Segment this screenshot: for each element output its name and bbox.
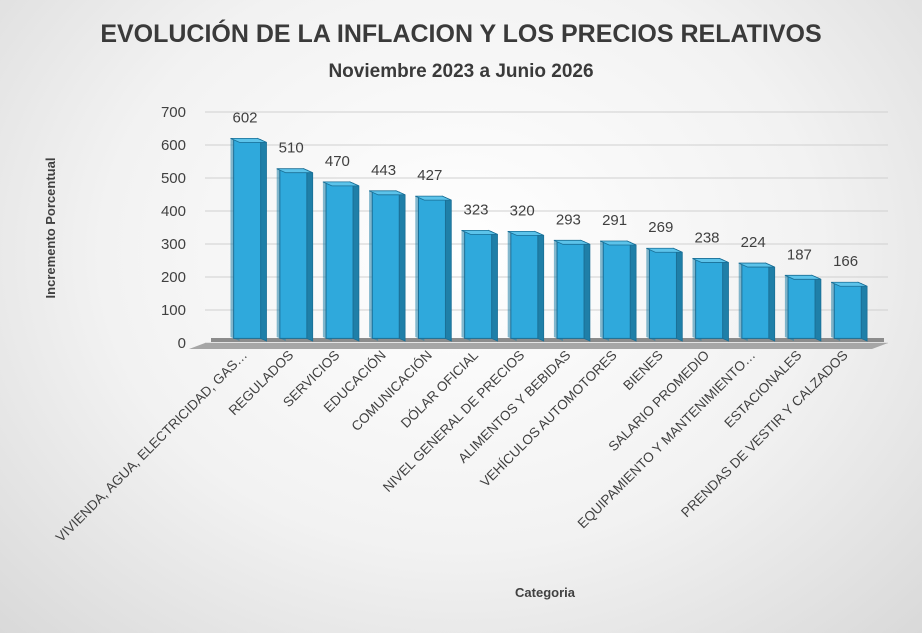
category-label: BIENES [620,348,666,394]
bar-front [417,196,446,339]
bar-front [510,232,539,339]
bar-top [507,230,544,236]
gridlines [205,111,888,344]
bar-front [556,241,585,339]
y-tick-label: 200 [161,269,186,286]
bar-top [830,281,868,287]
y-tick-label: 700 [161,104,186,121]
bar-top [599,240,637,246]
bar-front [741,263,770,339]
data-labels: 602 510 470 443 427 323 320 293 291 269 238 224 187 1… [232,109,858,270]
chart-floor [189,338,888,349]
data-label: 269 [648,219,673,236]
bar-top [368,190,406,196]
category-label: DÓLAR OFICIAL [398,347,482,431]
bar-9 [599,240,637,342]
bar-top [415,195,452,201]
bar-front [233,139,262,339]
y-tick-label: 300 [161,236,186,253]
bar-front [787,276,816,339]
category-labels: VIVIENDA, AGUA, ELECTRICIDAD, GAS…REGULA… [53,347,851,545]
y-axis-ticks: 0 100 200 300 400 500 600 700 [161,104,186,352]
bar-front [325,182,354,339]
bar-8 [553,239,591,342]
bar-front [695,259,724,339]
bar-front [833,283,862,339]
y-tick-label: 400 [161,203,186,220]
data-label: 293 [556,211,581,228]
floor-edge [211,338,884,342]
bar-top [276,168,313,174]
bar-4 [368,190,406,342]
chart-subtitle: Noviembre 2023 a Junio 2026 [328,61,593,82]
bar-2 [276,168,314,342]
bar-11 [692,257,729,342]
category-label: COMUNICACIÓN [348,348,434,434]
y-tick-label: 100 [161,302,186,319]
data-label: 187 [787,246,812,263]
bar-14 [830,281,868,342]
data-label: 166 [833,253,858,270]
data-label: 224 [741,234,766,251]
bar-front [279,169,308,339]
y-tick-label: 0 [178,335,186,352]
bar-front [371,191,400,339]
bar-top [646,247,683,253]
bar-front [464,231,493,339]
bar-10 [646,247,683,342]
category-label: PRENDAS DE VESTIR Y CALZADOS [678,348,851,521]
data-label: 427 [417,167,442,184]
bar-13 [784,274,822,342]
bar-top [553,239,591,245]
bar-top [461,230,498,235]
data-label: 510 [279,140,304,157]
bar-top [784,274,822,280]
bar-top [322,181,360,187]
bar-1 [230,137,267,342]
bar-front [648,249,677,339]
bar-top [230,137,267,143]
data-label: 323 [463,201,488,218]
y-tick-label: 600 [161,137,186,154]
bars [230,137,868,342]
bar-3 [322,181,360,342]
x-axis-title: Categoria [515,585,576,600]
bar-12 [738,262,776,342]
chart-title: EVOLUCIÓN DE LA INFLACION Y LOS PRECIOS … [100,18,821,48]
data-label: 291 [602,212,627,229]
bar-5 [415,195,452,342]
y-tick-label: 500 [161,170,186,187]
bar-front [602,241,631,339]
bar-top [692,258,729,263]
data-label: 470 [325,153,350,170]
bar-top [738,262,775,268]
category-label: VIVIENDA, AGUA, ELECTRICIDAD, GAS… [53,348,250,545]
data-label: 238 [694,229,719,246]
data-label: 320 [510,202,535,219]
data-label: 602 [232,109,257,126]
data-label: 443 [371,162,396,179]
bar-7 [507,230,545,342]
y-axis-title: Incremento Porcentual [43,158,58,299]
floor-plane [189,343,888,349]
bar-6 [461,229,498,342]
